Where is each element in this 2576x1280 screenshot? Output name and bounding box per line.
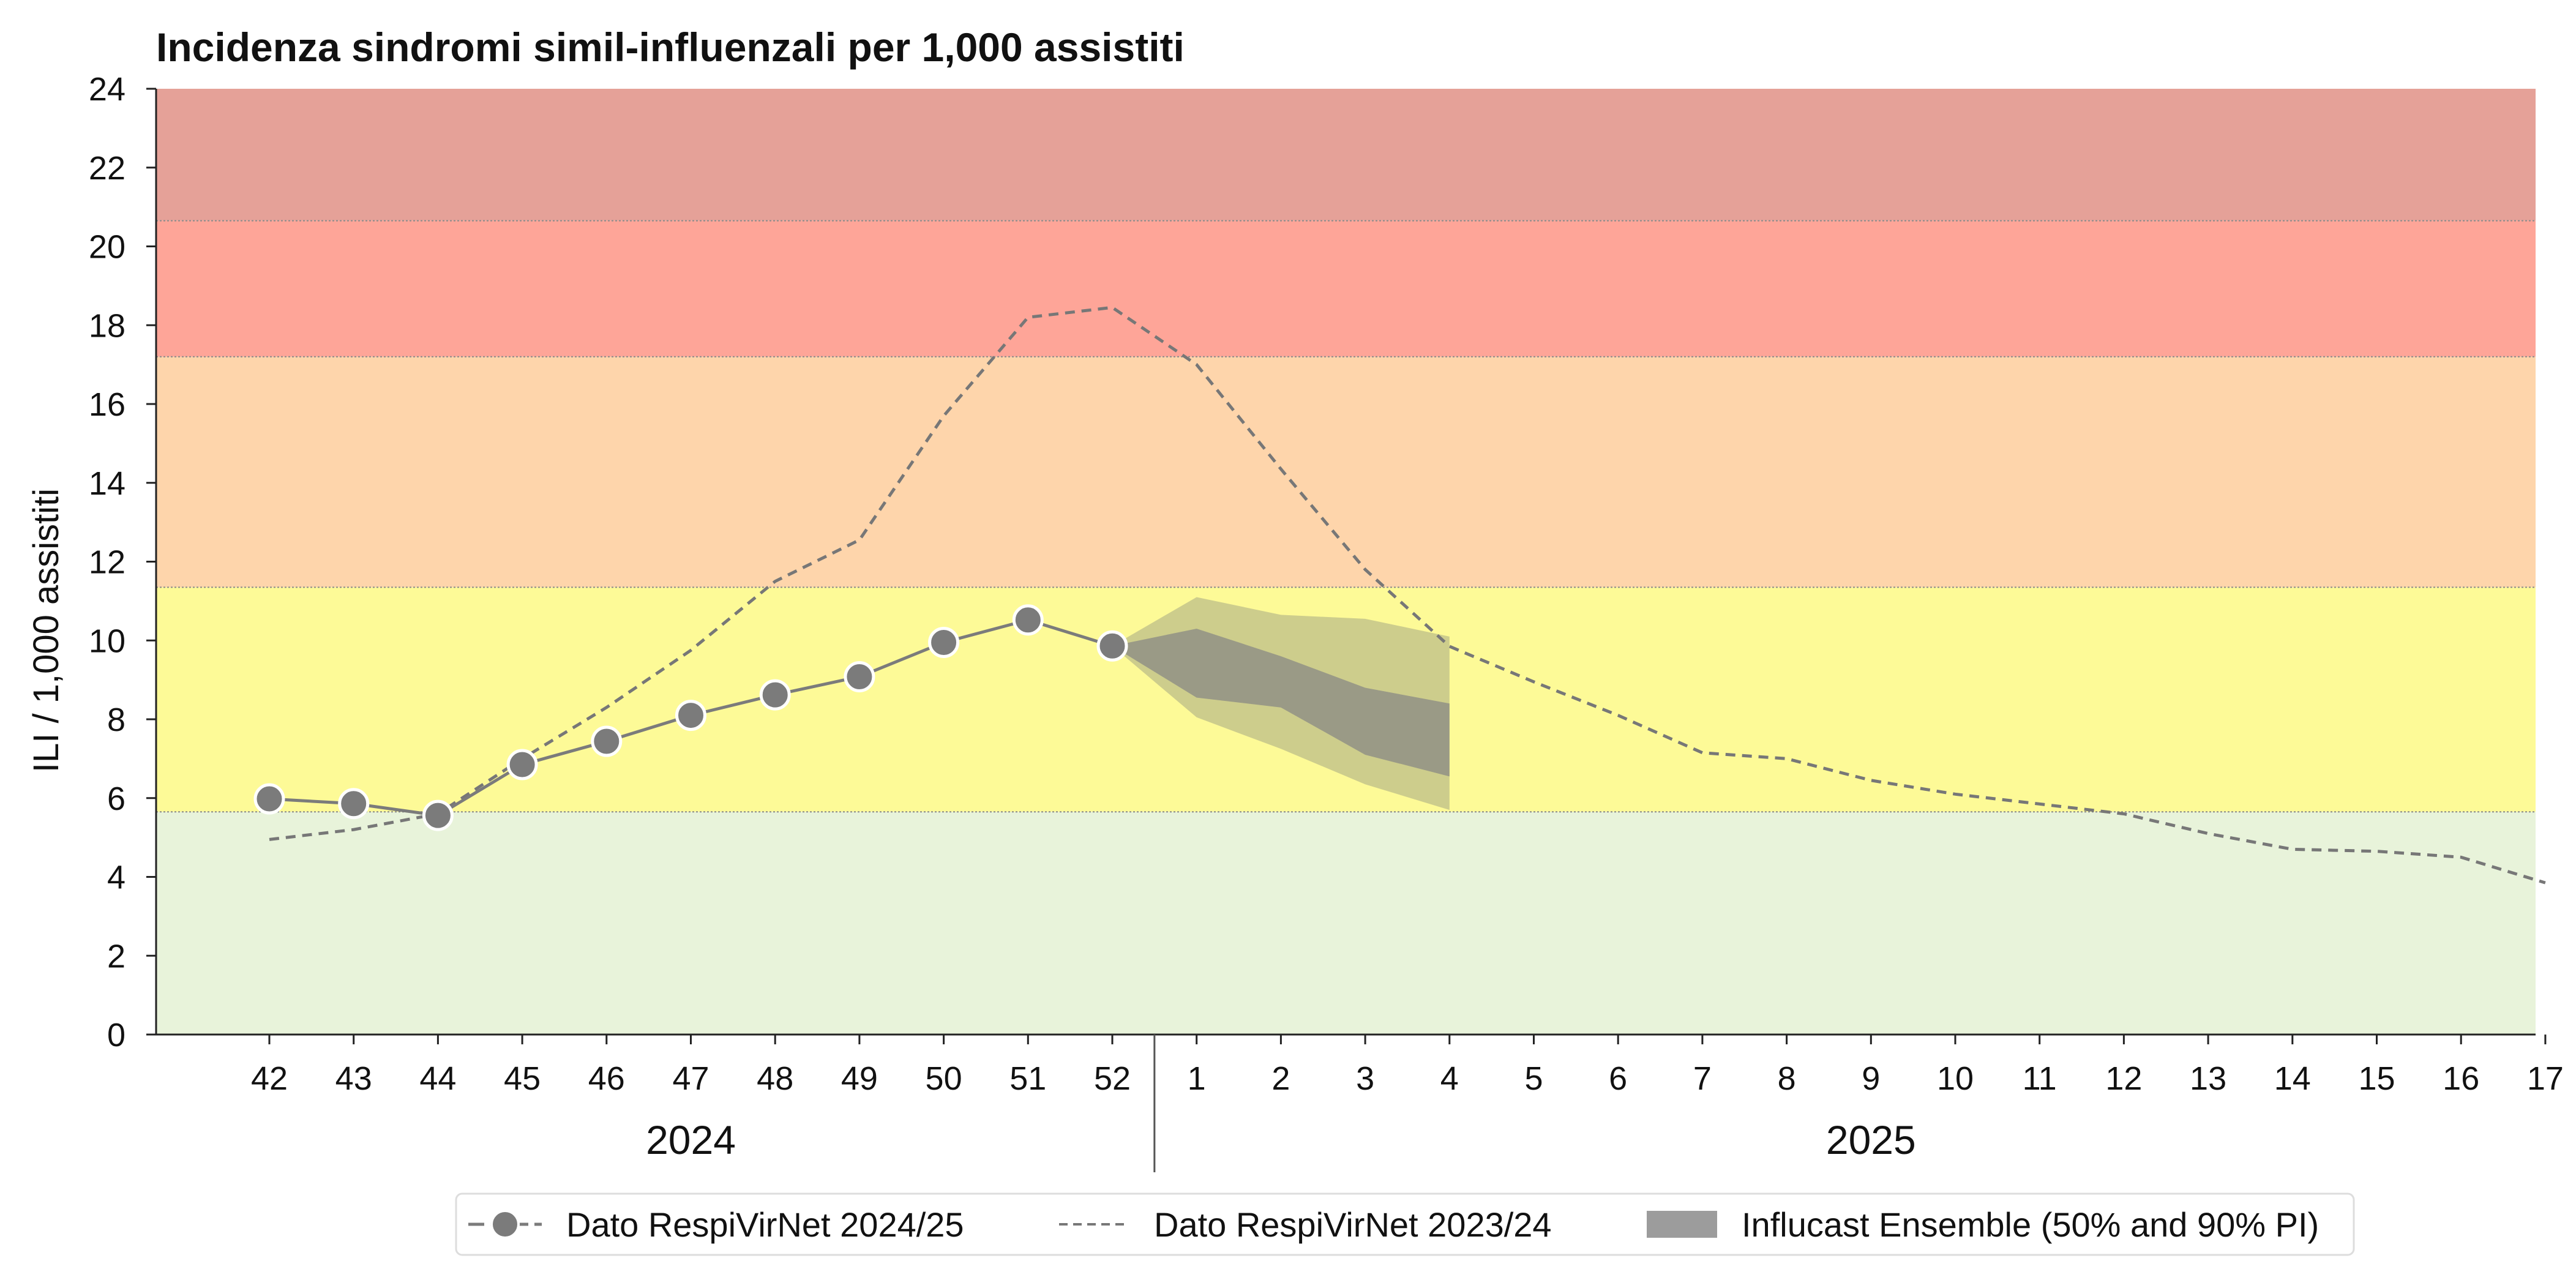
y-axis-label: ILI / 1,000 assistiti: [26, 488, 66, 773]
data-point: [759, 679, 791, 711]
x-tick-label: 50: [926, 1060, 962, 1097]
year-label: 2024: [646, 1117, 736, 1162]
x-tick-label: 45: [504, 1060, 541, 1097]
threshold-band: [156, 356, 2536, 588]
threshold-band: [156, 220, 2536, 357]
y-tick-label: 14: [89, 465, 125, 502]
y-tick-label: 16: [89, 386, 125, 423]
y-tick-label: 20: [89, 229, 125, 266]
x-tick-label: 44: [419, 1060, 456, 1097]
data-point: [928, 626, 960, 658]
x-tick-label: 51: [1009, 1060, 1046, 1097]
legend-label-2023-24: Dato RespiVirNet 2023/24: [1154, 1205, 1552, 1244]
x-tick-label: 10: [1937, 1060, 1974, 1097]
x-tick-label: 9: [1862, 1060, 1880, 1097]
y-tick-label: 6: [107, 780, 125, 817]
legend-swatch-ensemble: [1647, 1211, 1717, 1238]
x-tick-label: 43: [335, 1060, 372, 1097]
x-tick-label: 46: [588, 1060, 625, 1097]
y-tick-label: 12: [89, 544, 125, 581]
y-tick-label: 18: [89, 307, 125, 344]
x-tick-label: 42: [251, 1060, 288, 1097]
series-line-2023-24: [269, 305, 2546, 885]
data-point: [1012, 604, 1044, 636]
threshold-band: [156, 812, 2536, 1035]
legend-marker-2024-25: [490, 1210, 520, 1239]
y-tick-label: 2: [107, 938, 125, 975]
x-tick-label: 12: [2105, 1060, 2142, 1097]
threshold-band: [156, 89, 2536, 221]
data-point: [506, 749, 538, 780]
x-tick-label: 8: [1778, 1060, 1796, 1097]
data-point: [591, 725, 623, 757]
x-tick-label: 14: [2274, 1060, 2311, 1097]
x-tick-label: 47: [672, 1060, 709, 1097]
chart-title: Incidenza sindromi simil-influenzali per…: [156, 24, 1185, 70]
x-tick-label: 5: [1524, 1060, 1543, 1097]
y-tick-label: 0: [107, 1017, 125, 1054]
legend: Dato RespiVirNet 2024/25 Dato RespiVirNet…: [455, 1192, 2355, 1256]
y-tick-label: 22: [89, 150, 125, 187]
legend-label-2024-25: Dato RespiVirNet 2024/25: [566, 1205, 964, 1244]
x-tick-label: 1: [1188, 1060, 1206, 1097]
x-tick-label: 52: [1094, 1060, 1131, 1097]
x-tick-label: 3: [1356, 1060, 1374, 1097]
legend-label-ensemble: Influcast Ensemble (50% and 90% PI): [1742, 1205, 2319, 1244]
x-tick-label: 16: [2443, 1060, 2479, 1097]
x-tick-label: 2: [1271, 1060, 1290, 1097]
y-tick-label: 24: [89, 71, 125, 108]
x-tick-label: 13: [2190, 1060, 2226, 1097]
legend-box: [455, 1192, 2355, 1256]
x-tick-label: 7: [1693, 1060, 1712, 1097]
y-tick-label: 4: [107, 859, 125, 896]
x-tick-label: 4: [1440, 1060, 1459, 1097]
y-tick-label: 8: [107, 702, 125, 738]
x-tick-label: 11: [2023, 1060, 2057, 1097]
data-point: [338, 788, 370, 820]
y-tick-label: 10: [89, 623, 125, 659]
x-tick-label: 49: [841, 1060, 878, 1097]
data-point: [844, 661, 875, 692]
threshold-bands: [156, 89, 2536, 1035]
year-label: 2025: [1826, 1117, 1916, 1162]
x-tick-label: 17: [2527, 1060, 2564, 1097]
x-tick-label: 15: [2358, 1060, 2395, 1097]
x-tick-label: 48: [757, 1060, 793, 1097]
x-tick-label: 6: [1609, 1060, 1627, 1097]
series-layer: [253, 305, 2546, 885]
data-point: [1096, 630, 1128, 662]
data-point: [675, 700, 706, 732]
data-point: [422, 799, 454, 831]
forecast-band-50: [1112, 628, 1450, 777]
data-point: [253, 783, 285, 815]
